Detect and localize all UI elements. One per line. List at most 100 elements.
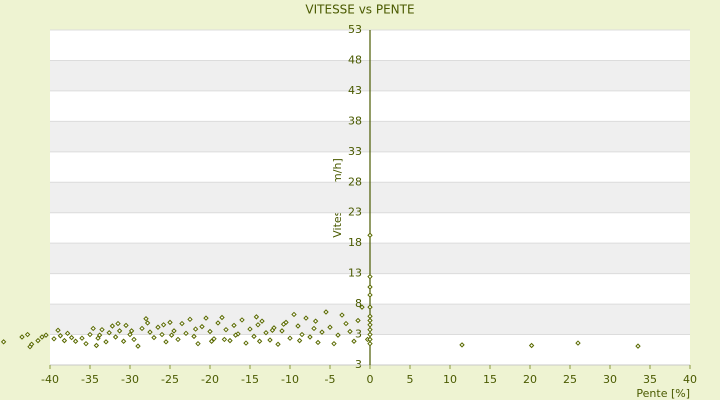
y-tick-label: 48 xyxy=(348,53,362,66)
point xyxy=(208,338,215,344)
point xyxy=(296,337,303,344)
point xyxy=(144,320,151,326)
point xyxy=(256,338,263,344)
y-tick-label: 13 xyxy=(348,267,362,280)
y-tick-label: 53 xyxy=(348,23,362,36)
point xyxy=(575,340,581,346)
point xyxy=(315,339,321,346)
point xyxy=(367,292,373,298)
point xyxy=(109,323,116,329)
point xyxy=(57,333,64,339)
point xyxy=(72,338,79,344)
point xyxy=(90,325,96,332)
x-tick-label: -10 xyxy=(281,373,299,386)
y-tick-label: 3 xyxy=(355,328,362,341)
point xyxy=(106,330,112,336)
x-tick-label: 15 xyxy=(483,373,497,386)
point xyxy=(95,335,101,341)
point xyxy=(232,332,239,338)
point xyxy=(251,333,257,340)
point xyxy=(295,323,301,329)
y-tick-label: 33 xyxy=(348,145,362,158)
point xyxy=(359,304,365,310)
point xyxy=(221,336,228,343)
point xyxy=(367,304,373,310)
point xyxy=(367,331,373,338)
point xyxy=(112,334,119,340)
point xyxy=(331,340,337,347)
point xyxy=(123,322,129,329)
point xyxy=(231,322,237,329)
x-tick-label: 40 xyxy=(683,373,697,386)
point xyxy=(87,331,93,338)
point xyxy=(24,331,31,338)
x-tick-label: -15 xyxy=(241,373,259,386)
point xyxy=(93,342,100,349)
point xyxy=(51,336,57,342)
point xyxy=(163,339,169,345)
point xyxy=(307,334,313,340)
point xyxy=(28,341,35,347)
x-tick-label: 5 xyxy=(407,373,414,386)
point xyxy=(35,337,41,344)
point xyxy=(327,324,333,330)
point xyxy=(311,325,317,332)
x-tick-label: -5 xyxy=(325,373,336,386)
point xyxy=(287,335,293,341)
point xyxy=(135,343,141,349)
point xyxy=(312,318,319,324)
point xyxy=(343,320,349,327)
point xyxy=(247,326,253,332)
point xyxy=(319,329,325,335)
point xyxy=(160,322,167,328)
point xyxy=(367,322,373,328)
x-tick-label: -40 xyxy=(41,373,59,386)
point xyxy=(168,332,175,338)
point xyxy=(128,328,135,334)
y-tick-label: 23 xyxy=(348,206,362,219)
point xyxy=(367,284,373,290)
x-tick-label: -35 xyxy=(81,373,99,386)
point xyxy=(131,336,137,343)
point xyxy=(155,324,161,330)
point xyxy=(255,322,261,328)
point xyxy=(143,316,149,322)
point xyxy=(207,328,213,335)
point xyxy=(151,334,157,341)
point xyxy=(239,317,245,323)
point xyxy=(103,339,109,345)
point xyxy=(367,340,373,347)
x-tick-label: 10 xyxy=(443,373,457,386)
point xyxy=(83,340,89,347)
point xyxy=(61,337,68,344)
point xyxy=(115,320,121,327)
point xyxy=(192,326,199,332)
point xyxy=(367,273,373,280)
y-tick-label: 28 xyxy=(348,175,362,188)
point xyxy=(139,325,145,332)
point xyxy=(351,338,357,344)
point xyxy=(19,334,25,340)
point xyxy=(259,318,265,324)
point xyxy=(0,339,7,345)
point xyxy=(171,328,177,334)
point xyxy=(323,309,329,315)
point xyxy=(347,328,353,335)
point xyxy=(159,331,165,338)
point xyxy=(291,311,297,318)
point xyxy=(211,336,217,342)
point xyxy=(55,327,61,333)
point xyxy=(99,326,105,333)
point xyxy=(68,334,75,341)
x-tick-label: -20 xyxy=(201,373,219,386)
point xyxy=(367,232,373,238)
point xyxy=(227,337,233,344)
point xyxy=(203,315,209,321)
point xyxy=(367,336,373,343)
point xyxy=(64,330,71,337)
point xyxy=(269,327,276,333)
point xyxy=(120,338,127,344)
x-tick-label: 0 xyxy=(367,373,374,386)
